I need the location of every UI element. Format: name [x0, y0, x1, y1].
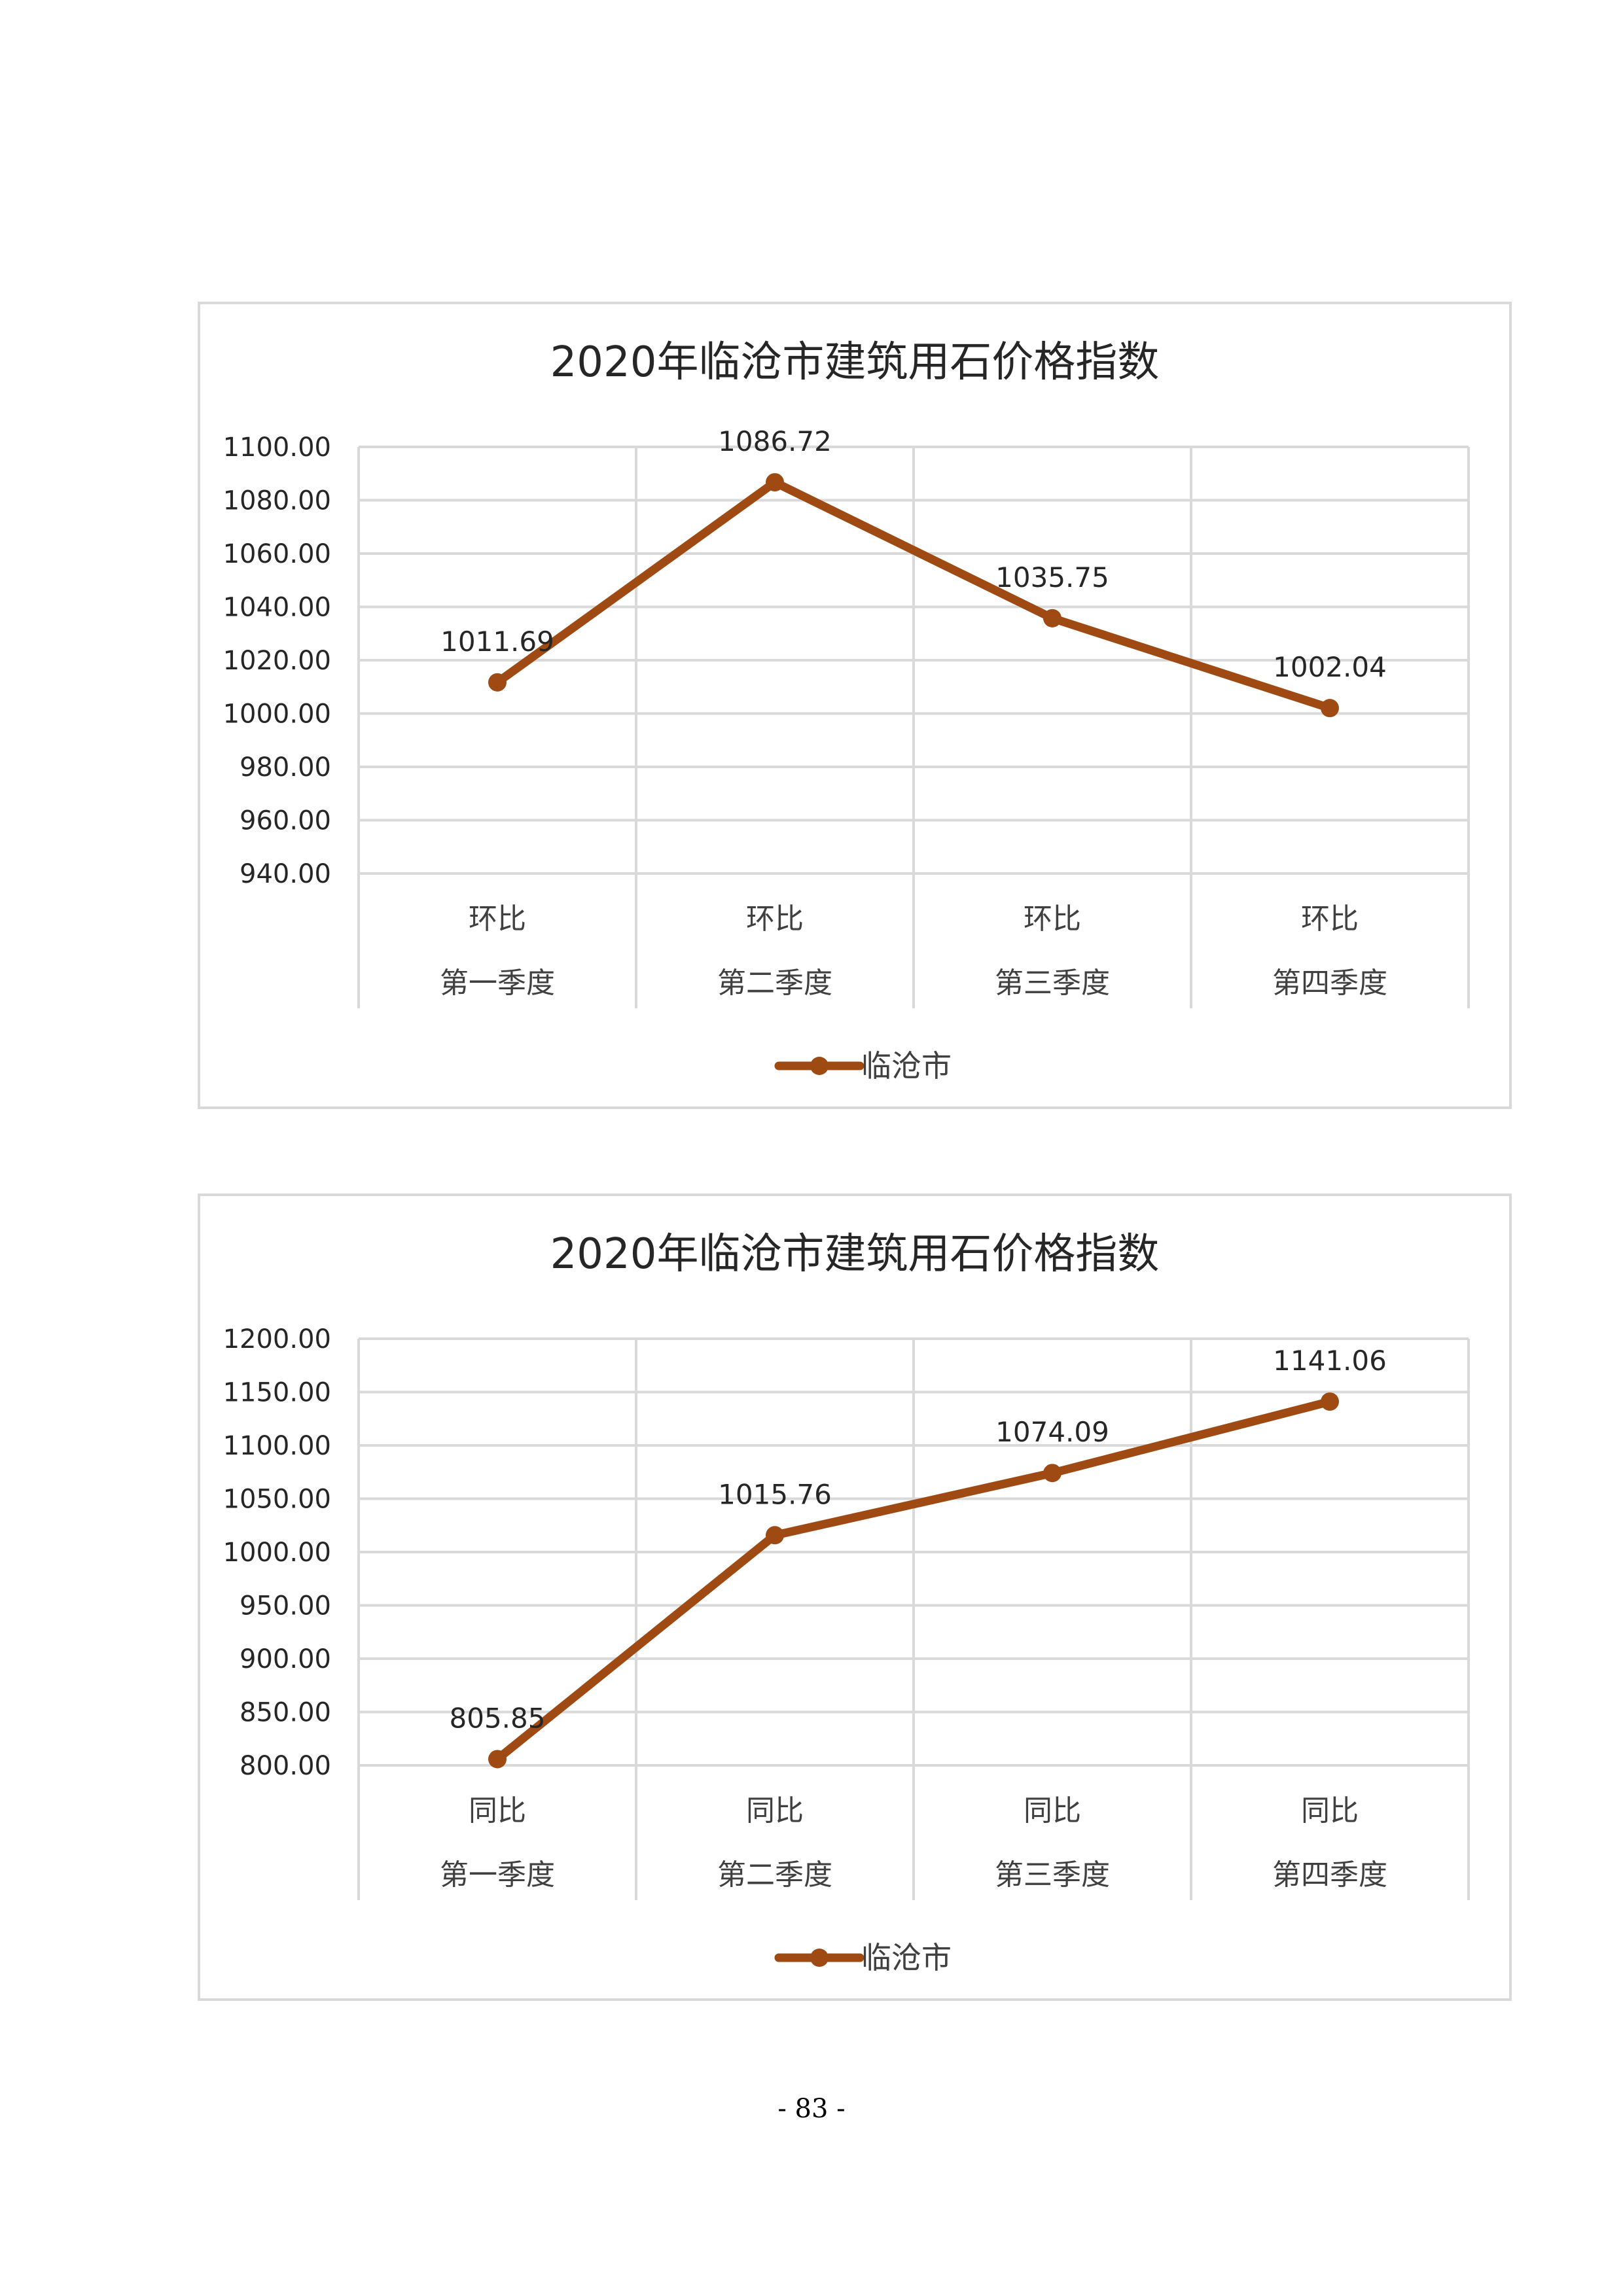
data-label: 1002.04 — [1273, 651, 1387, 683]
y-tick-label: 1200.00 — [223, 1324, 331, 1354]
y-tick-label: 940.00 — [240, 859, 331, 889]
data-point — [1321, 1392, 1339, 1411]
x-tick-label-quarter: 第二季度 — [717, 966, 832, 1000]
y-tick-label: 960.00 — [240, 806, 331, 836]
x-tick-label-quarter: 第四季度 — [1272, 966, 1387, 1000]
data-label: 1011.69 — [440, 626, 554, 658]
legend-marker — [810, 1949, 829, 1967]
y-tick-label: 1050.00 — [223, 1485, 331, 1515]
line-chart-year-on-year: 2020年临沧市建筑用石价格指数 800.00 850.00 900.00 950.00… — [198, 1193, 1512, 2001]
y-tick-label: 1040.00 — [223, 593, 331, 623]
y-tick-label: 1100.00 — [223, 433, 331, 463]
y-tick-label: 1000.00 — [223, 1538, 331, 1568]
x-tick-label-sub: 同比 — [746, 1794, 804, 1828]
x-tick-label-sub: 环比 — [1301, 902, 1359, 936]
y-tick-label: 1100.00 — [223, 1431, 331, 1461]
x-tick-label-quarter: 第二季度 — [717, 1858, 832, 1892]
data-label: 1141.06 — [1273, 1345, 1387, 1377]
x-tick-label-quarter: 第三季度 — [995, 1858, 1110, 1892]
chart-title: 2020年临沧市建筑用石价格指数 — [550, 1230, 1160, 1279]
y-tick-label: 950.00 — [240, 1591, 331, 1621]
x-tick-label-quarter: 第一季度 — [440, 966, 555, 1000]
series-line-临沧市 — [493, 1397, 1334, 1763]
y-tick-label: 1000.00 — [223, 699, 331, 730]
y-tick-label: 800.00 — [240, 1751, 331, 1781]
y-tick-label: 850.00 — [240, 1698, 331, 1728]
x-tick-label-sub: 环比 — [746, 902, 804, 936]
series-line-临沧市 — [493, 478, 1334, 713]
data-label: 1074.09 — [995, 1416, 1109, 1448]
data-label: 805.85 — [450, 1702, 546, 1734]
legend-label: 临沧市 — [861, 1048, 952, 1084]
x-tick-label-sub: 同比 — [1301, 1794, 1359, 1828]
legend-label: 临沧市 — [861, 1940, 952, 1975]
x-tick-label-sub: 同比 — [469, 1794, 526, 1828]
y-tick-label: 1020.00 — [223, 646, 331, 676]
line-chart-quarter-on-quarter: 2020年临沧市建筑用石价格指数 940.00 960.00 980.00 1000.0… — [198, 302, 1512, 1109]
x-tick-label-sub: 环比 — [469, 902, 526, 936]
data-point — [1043, 609, 1061, 627]
data-point — [488, 1750, 507, 1769]
x-tick-label-sub: 环比 — [1024, 902, 1081, 936]
page-number: - 83 - — [777, 2094, 846, 2124]
x-tick-label-quarter: 第四季度 — [1272, 1858, 1387, 1892]
data-point — [766, 1526, 784, 1545]
data-label: 1015.76 — [718, 1478, 832, 1510]
x-tick-label-quarter: 第一季度 — [440, 1858, 555, 1892]
y-tick-label: 1150.00 — [223, 1378, 331, 1408]
data-point — [766, 473, 784, 492]
chart-title: 2020年临沧市建筑用石价格指数 — [550, 338, 1160, 387]
chart-1-svg: 2020年临沧市建筑用石价格指数 940.00 960.00 980.00 1000.0… — [223, 338, 1470, 1084]
x-tick-label-sub: 同比 — [1024, 1794, 1081, 1828]
chart-2-svg: 2020年临沧市建筑用石价格指数 800.00 850.00 900.00 950.00… — [223, 1230, 1470, 1975]
data-point — [488, 673, 507, 692]
y-tick-label: 980.00 — [240, 752, 331, 783]
x-tick-label-quarter: 第三季度 — [995, 966, 1110, 1000]
y-tick-label: 900.00 — [240, 1644, 331, 1674]
data-label: 1035.75 — [995, 561, 1109, 593]
y-tick-label: 1080.00 — [223, 486, 331, 516]
y-tick-label: 1060.00 — [223, 539, 331, 569]
data-point — [1043, 1464, 1061, 1483]
data-label: 1086.72 — [718, 425, 832, 457]
data-point — [1321, 699, 1339, 718]
legend-marker — [810, 1057, 829, 1075]
